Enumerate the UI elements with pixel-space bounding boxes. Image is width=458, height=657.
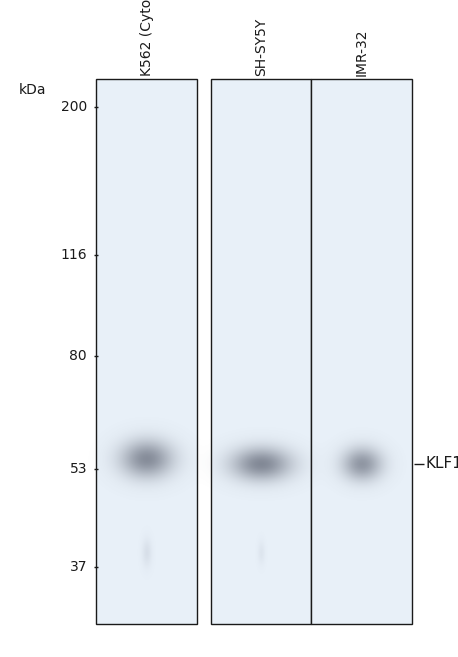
Text: 53: 53: [70, 462, 87, 476]
Bar: [211, 79, 311, 624]
Text: K562 (Cyto): K562 (Cyto): [140, 0, 153, 76]
Text: 116: 116: [60, 248, 87, 262]
Text: IMR-32: IMR-32: [355, 28, 369, 76]
Text: SH-SY5Y: SH-SY5Y: [254, 17, 268, 76]
Bar: [311, 79, 412, 624]
Bar: [96, 79, 197, 624]
Text: 37: 37: [70, 560, 87, 574]
Text: KLF10: KLF10: [426, 456, 458, 471]
Text: 80: 80: [70, 350, 87, 363]
Text: 200: 200: [61, 100, 87, 114]
Text: kDa: kDa: [18, 83, 46, 97]
